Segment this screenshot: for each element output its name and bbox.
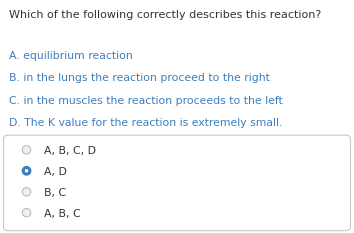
- Text: A. equilibrium reaction: A. equilibrium reaction: [9, 51, 133, 61]
- Ellipse shape: [22, 167, 31, 175]
- Ellipse shape: [22, 146, 31, 154]
- Text: B. in the lungs the reaction proceed to the right: B. in the lungs the reaction proceed to …: [9, 73, 270, 83]
- Text: A, B, C: A, B, C: [44, 209, 81, 219]
- Text: A, D: A, D: [44, 167, 67, 177]
- Ellipse shape: [25, 170, 28, 172]
- Ellipse shape: [22, 188, 31, 196]
- Text: D. The K value for the reaction is extremely small.: D. The K value for the reaction is extre…: [9, 118, 282, 128]
- Text: Which of the following correctly describes this reaction?: Which of the following correctly describ…: [9, 10, 321, 21]
- Text: C. in the muscles the reaction proceeds to the left: C. in the muscles the reaction proceeds …: [9, 96, 282, 106]
- Ellipse shape: [22, 209, 31, 217]
- Text: A, B, C, D: A, B, C, D: [44, 146, 96, 156]
- Text: B, C: B, C: [44, 188, 67, 198]
- FancyBboxPatch shape: [4, 135, 350, 231]
